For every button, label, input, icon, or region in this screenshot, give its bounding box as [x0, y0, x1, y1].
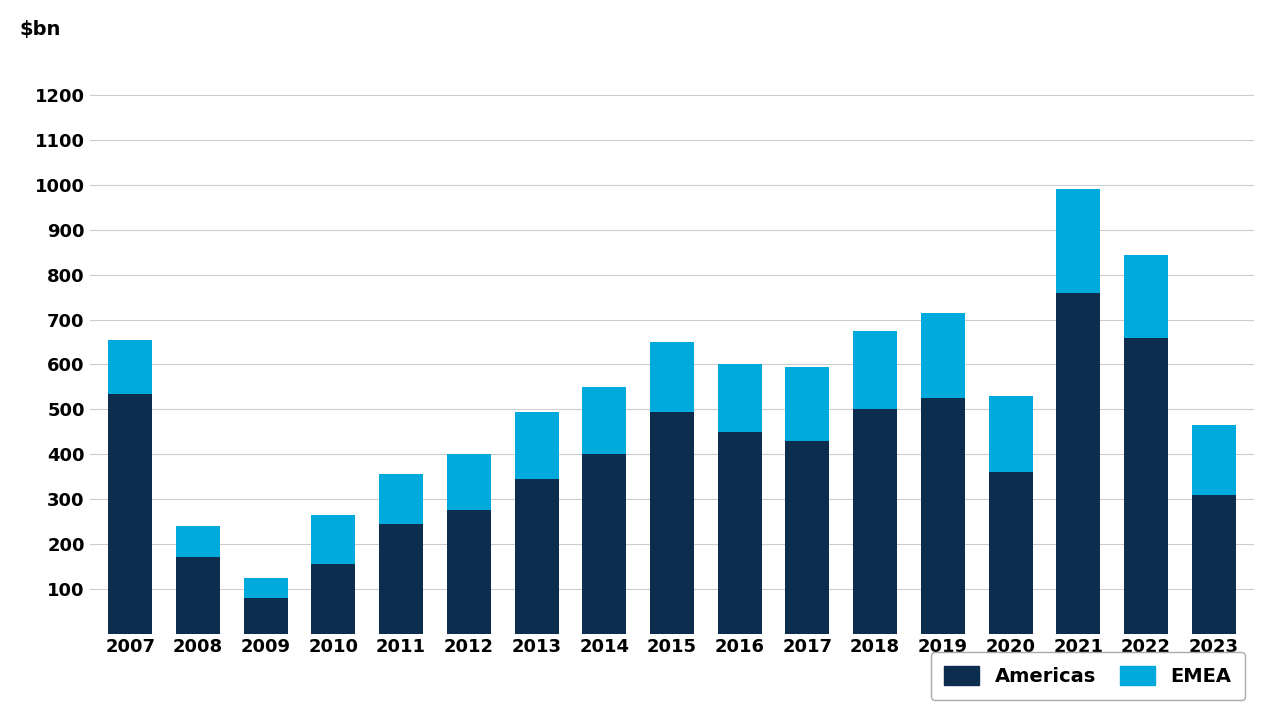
- Bar: [786, 441, 829, 634]
- Bar: [920, 398, 965, 634]
- Bar: [109, 394, 152, 634]
- Bar: [920, 312, 965, 398]
- Bar: [1192, 495, 1235, 634]
- Bar: [988, 396, 1033, 472]
- Bar: [1192, 425, 1235, 495]
- Bar: [1056, 189, 1101, 292]
- Bar: [718, 432, 762, 634]
- Bar: [988, 472, 1033, 634]
- Bar: [175, 526, 220, 557]
- Bar: [379, 523, 424, 634]
- Bar: [854, 409, 897, 634]
- Bar: [650, 412, 694, 634]
- Text: $bn: $bn: [19, 19, 61, 39]
- Bar: [582, 387, 626, 454]
- Bar: [175, 557, 220, 634]
- Bar: [109, 340, 152, 394]
- Bar: [515, 412, 558, 479]
- Bar: [311, 564, 356, 634]
- Bar: [1056, 292, 1101, 634]
- Bar: [447, 454, 490, 510]
- Bar: [379, 474, 424, 523]
- Bar: [854, 330, 897, 409]
- Bar: [311, 515, 356, 564]
- Bar: [718, 364, 762, 432]
- Bar: [515, 479, 558, 634]
- Bar: [582, 454, 626, 634]
- Bar: [650, 342, 694, 412]
- Legend: Americas, EMEA: Americas, EMEA: [931, 652, 1244, 700]
- Bar: [786, 366, 829, 441]
- Bar: [447, 510, 490, 634]
- Bar: [1124, 254, 1169, 338]
- Bar: [243, 598, 288, 634]
- Bar: [243, 577, 288, 598]
- Bar: [1124, 338, 1169, 634]
